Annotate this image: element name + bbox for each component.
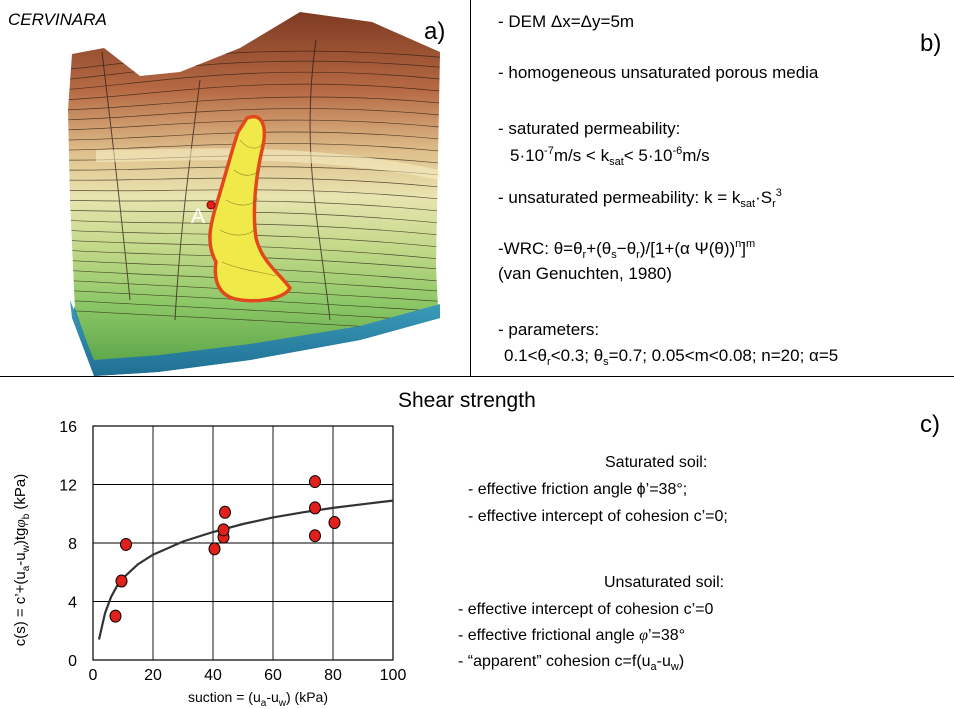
- saturated-friction-angle: - effective friction angle ϕ’=38°;: [468, 481, 688, 498]
- parameters-title: - parameters:: [498, 320, 600, 339]
- data-points: [109, 475, 341, 623]
- saturated-cohesion: - effective intercept of cohesion c’=0;: [468, 508, 728, 525]
- point-a-label: A: [191, 205, 206, 228]
- chart-grid: [92, 425, 394, 661]
- x-tick-label: 20: [144, 667, 162, 684]
- site-label: CERVINARA: [8, 10, 107, 29]
- apparent-cohesion: - “apparent” cohesion c=f(ua-uw): [458, 653, 685, 673]
- y-tick-label: 4: [68, 595, 77, 612]
- point-a-marker: [206, 200, 216, 210]
- data-point: [309, 475, 321, 489]
- y-axis-label: c(s) = c’+(ua-uw)tgφb (kPa): [12, 474, 32, 647]
- data-point: [115, 574, 128, 588]
- shear-strength-title: Shear strength: [398, 389, 536, 412]
- y-tick-label: 0: [68, 653, 77, 670]
- x-tick-labels: 0 20 40 60 80 100: [89, 667, 407, 684]
- unsaturated-soil-heading: Unsaturated soil:: [604, 574, 725, 591]
- x-axis-label: suction = (ua-uw) (kPa): [188, 689, 328, 709]
- unsaturated-permeability-text: - unsaturated permeability: k = ksat·Sr3: [498, 187, 782, 210]
- wrc-equation: -WRC: θ=θr+(θs−θr)/[1+(α Ψ(θ))n]m: [498, 238, 756, 261]
- x-tick-label: 80: [324, 667, 342, 684]
- y-tick-labels: 0 4 8 12 16: [59, 419, 77, 670]
- horizontal-divider: [0, 376, 954, 377]
- x-tick-label: 100: [380, 667, 407, 684]
- fit-curve: [97, 499, 394, 640]
- data-point: [219, 505, 231, 519]
- unsaturated-friction-angle: - effective frictional angle φ’=38°: [458, 627, 686, 644]
- data-point: [120, 537, 132, 551]
- saturated-permeability-title: - saturated permeability:: [498, 119, 681, 138]
- panel-letter-c: c): [920, 411, 940, 438]
- y-tick-label: 16: [59, 419, 77, 436]
- vertical-divider: [470, 0, 471, 376]
- data-point: [109, 609, 122, 623]
- dem-resolution-text: - DEM Δx=Δy=5m: [498, 12, 635, 31]
- data-point: [217, 523, 230, 537]
- y-tick-label: 12: [59, 478, 77, 495]
- shear-strength-chart: 0 20 40 60 80 100 0 4 8 12 16 suction = (ua-uw) (…: [12, 419, 407, 709]
- unsaturated-cohesion: - effective intercept of cohesion c’=0: [458, 601, 714, 618]
- wrc-reference: (van Genuchten, 1980): [498, 264, 672, 283]
- data-point: [309, 529, 321, 543]
- saturated-permeability-range: 5·10-7m/s < ksat< 5·10-6m/s: [510, 145, 710, 168]
- panel-letter-b: b): [920, 30, 942, 57]
- porous-media-text: - homogeneous unsaturated porous media: [498, 63, 819, 82]
- x-tick-label: 0: [89, 667, 98, 684]
- data-point: [328, 516, 341, 530]
- data-point: [208, 542, 221, 556]
- saturated-soil-heading: Saturated soil:: [605, 454, 708, 471]
- x-tick-label: 40: [204, 667, 222, 684]
- panel-letter-a: a): [424, 18, 446, 45]
- data-point: [309, 501, 321, 515]
- x-tick-label: 60: [264, 667, 282, 684]
- terrain-dem-image: [68, 12, 440, 376]
- y-tick-label: 8: [68, 536, 77, 553]
- parameters-values: 0.1<θr<0.3; θs=0.7; 0.05<m<0.08; n=20; α…: [504, 346, 839, 368]
